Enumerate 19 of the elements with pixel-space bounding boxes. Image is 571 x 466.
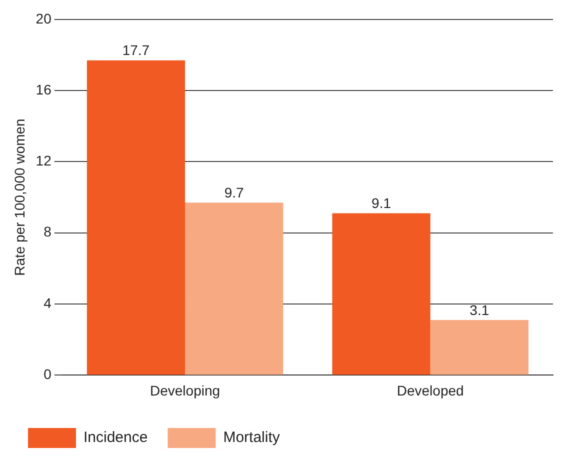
data-label: 9.7 <box>224 184 244 200</box>
legend-label: Incidence <box>84 429 148 446</box>
bar <box>86 60 186 375</box>
bar <box>185 202 284 375</box>
y-axis-title: Rate per 100,000 women <box>11 118 28 276</box>
y-tick-label: 12 <box>36 152 52 169</box>
y-tick-label: 8 <box>44 224 52 240</box>
data-label: 3.1 <box>470 302 490 318</box>
y-tick-label: 0 <box>44 366 52 382</box>
x-tick-label: Developing <box>150 382 220 398</box>
y-tick-label: 16 <box>36 81 52 98</box>
bar <box>430 320 528 375</box>
data-label: 9.1 <box>372 195 392 212</box>
y-tick-label: 20 <box>36 10 52 26</box>
x-tick-label: Developed <box>396 382 464 398</box>
y-tick-label: 4 <box>44 294 52 311</box>
data-label: 17.7 <box>122 42 150 58</box>
bar <box>332 213 430 375</box>
legend-label: Mortality <box>223 429 280 446</box>
